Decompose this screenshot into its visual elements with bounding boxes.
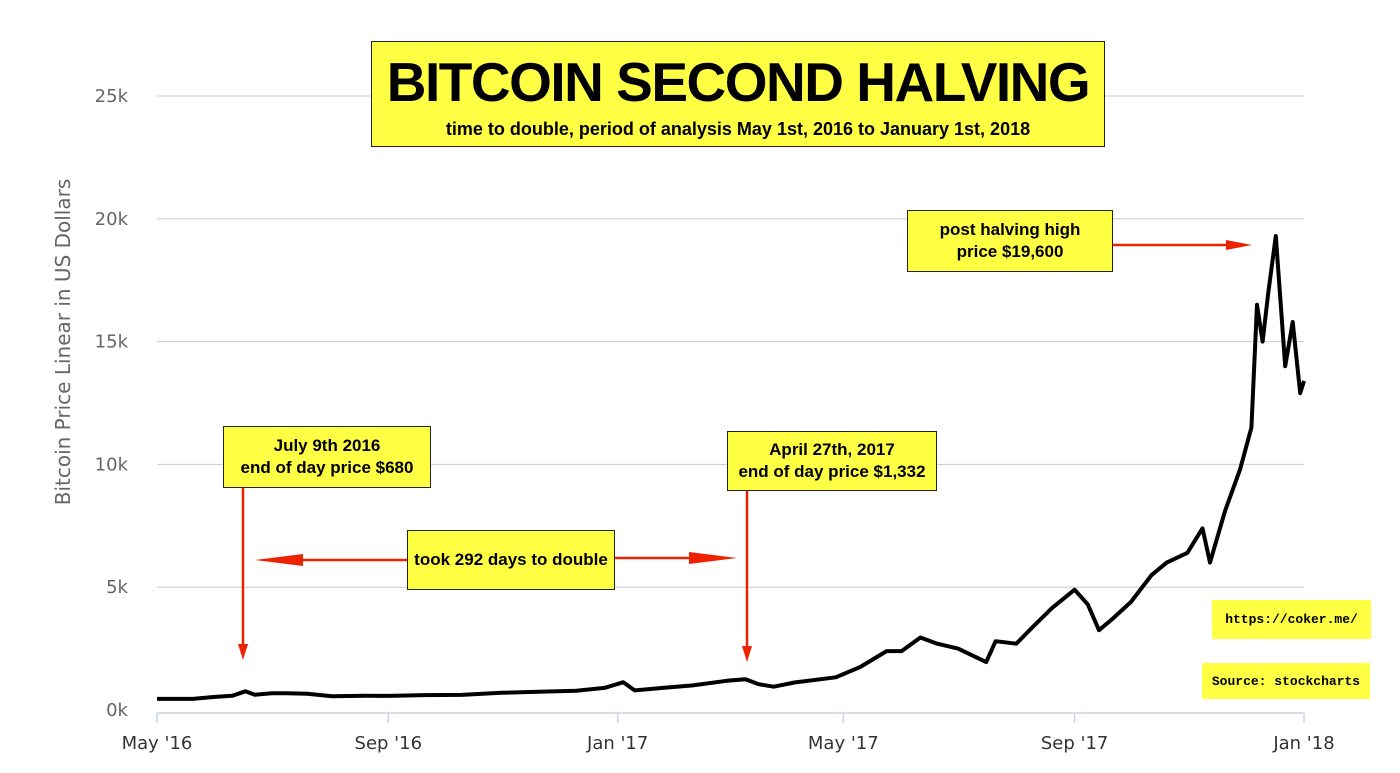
grid-lines	[157, 95, 1304, 588]
y-tick-label: 25k	[95, 86, 129, 107]
annotation-doubling-time: took 292 days to double	[407, 530, 615, 590]
y-tick-label: 5k	[106, 577, 128, 598]
x-tick-label: May '17	[808, 733, 879, 754]
annotation-april-line1: April 27th, 2017	[769, 439, 895, 459]
x-tick-label: Sep '16	[355, 733, 423, 754]
url-label: https://coker.me/	[1212, 600, 1371, 639]
annotation-july-2016: July 9th 2016 end of day price $680	[223, 426, 431, 488]
price-line	[157, 234, 1306, 701]
y-tick-label: 0k	[106, 700, 128, 721]
x-tick-label: May '16	[122, 733, 193, 754]
x-tick-label: Sep '17	[1041, 733, 1109, 754]
annotation-high-line1: post halving high	[939, 219, 1081, 239]
annotation-post-halving-high: post halving high price $19,600	[907, 210, 1113, 272]
arrow-head	[255, 554, 303, 566]
annotation-july-line1: July 9th 2016	[273, 435, 381, 455]
y-tick-label: 10k	[95, 454, 129, 475]
annotation-high-line2: price $19,600	[956, 242, 1064, 261]
arrow-head	[1226, 240, 1252, 250]
y-tick-label: 20k	[95, 209, 129, 230]
x-tick-label: Jan '17	[586, 733, 648, 754]
annotation-arrows	[238, 240, 1252, 662]
y-axis-label: Bitcoin Price Linear in US Dollars	[51, 179, 75, 506]
x-axis: May '16 Sep '16 Jan '17 May '17 Sep '17 Jan '…	[122, 712, 1335, 754]
source-text: Source: stockcharts	[1211, 673, 1361, 689]
annotation-april-line2: end of day price $1,332	[738, 462, 926, 481]
title-box: BITCOIN SECOND HALVING time to double, p…	[371, 41, 1105, 147]
x-tick-label: Jan '18	[1272, 733, 1334, 754]
url-text: https://coker.me/	[1225, 612, 1358, 627]
annotation-july-line2: end of day price $680	[240, 458, 414, 477]
chart-subtitle: time to double, period of analysis May 1…	[445, 118, 1031, 139]
chart-title: BITCOIN SECOND HALVING	[386, 50, 1091, 113]
annotation-april-2017: April 27th, 2017 end of day price $1,332	[727, 431, 937, 491]
y-axis: 0k 5k 10k 15k 20k 25k	[95, 86, 129, 721]
arrow-head	[238, 644, 248, 660]
arrow-head	[689, 552, 737, 564]
arrow-head	[742, 646, 752, 662]
annotation-doubling-text: took 292 days to double	[414, 549, 608, 569]
y-tick-label: 15k	[95, 332, 129, 353]
source-label: Source: stockcharts	[1202, 663, 1370, 699]
